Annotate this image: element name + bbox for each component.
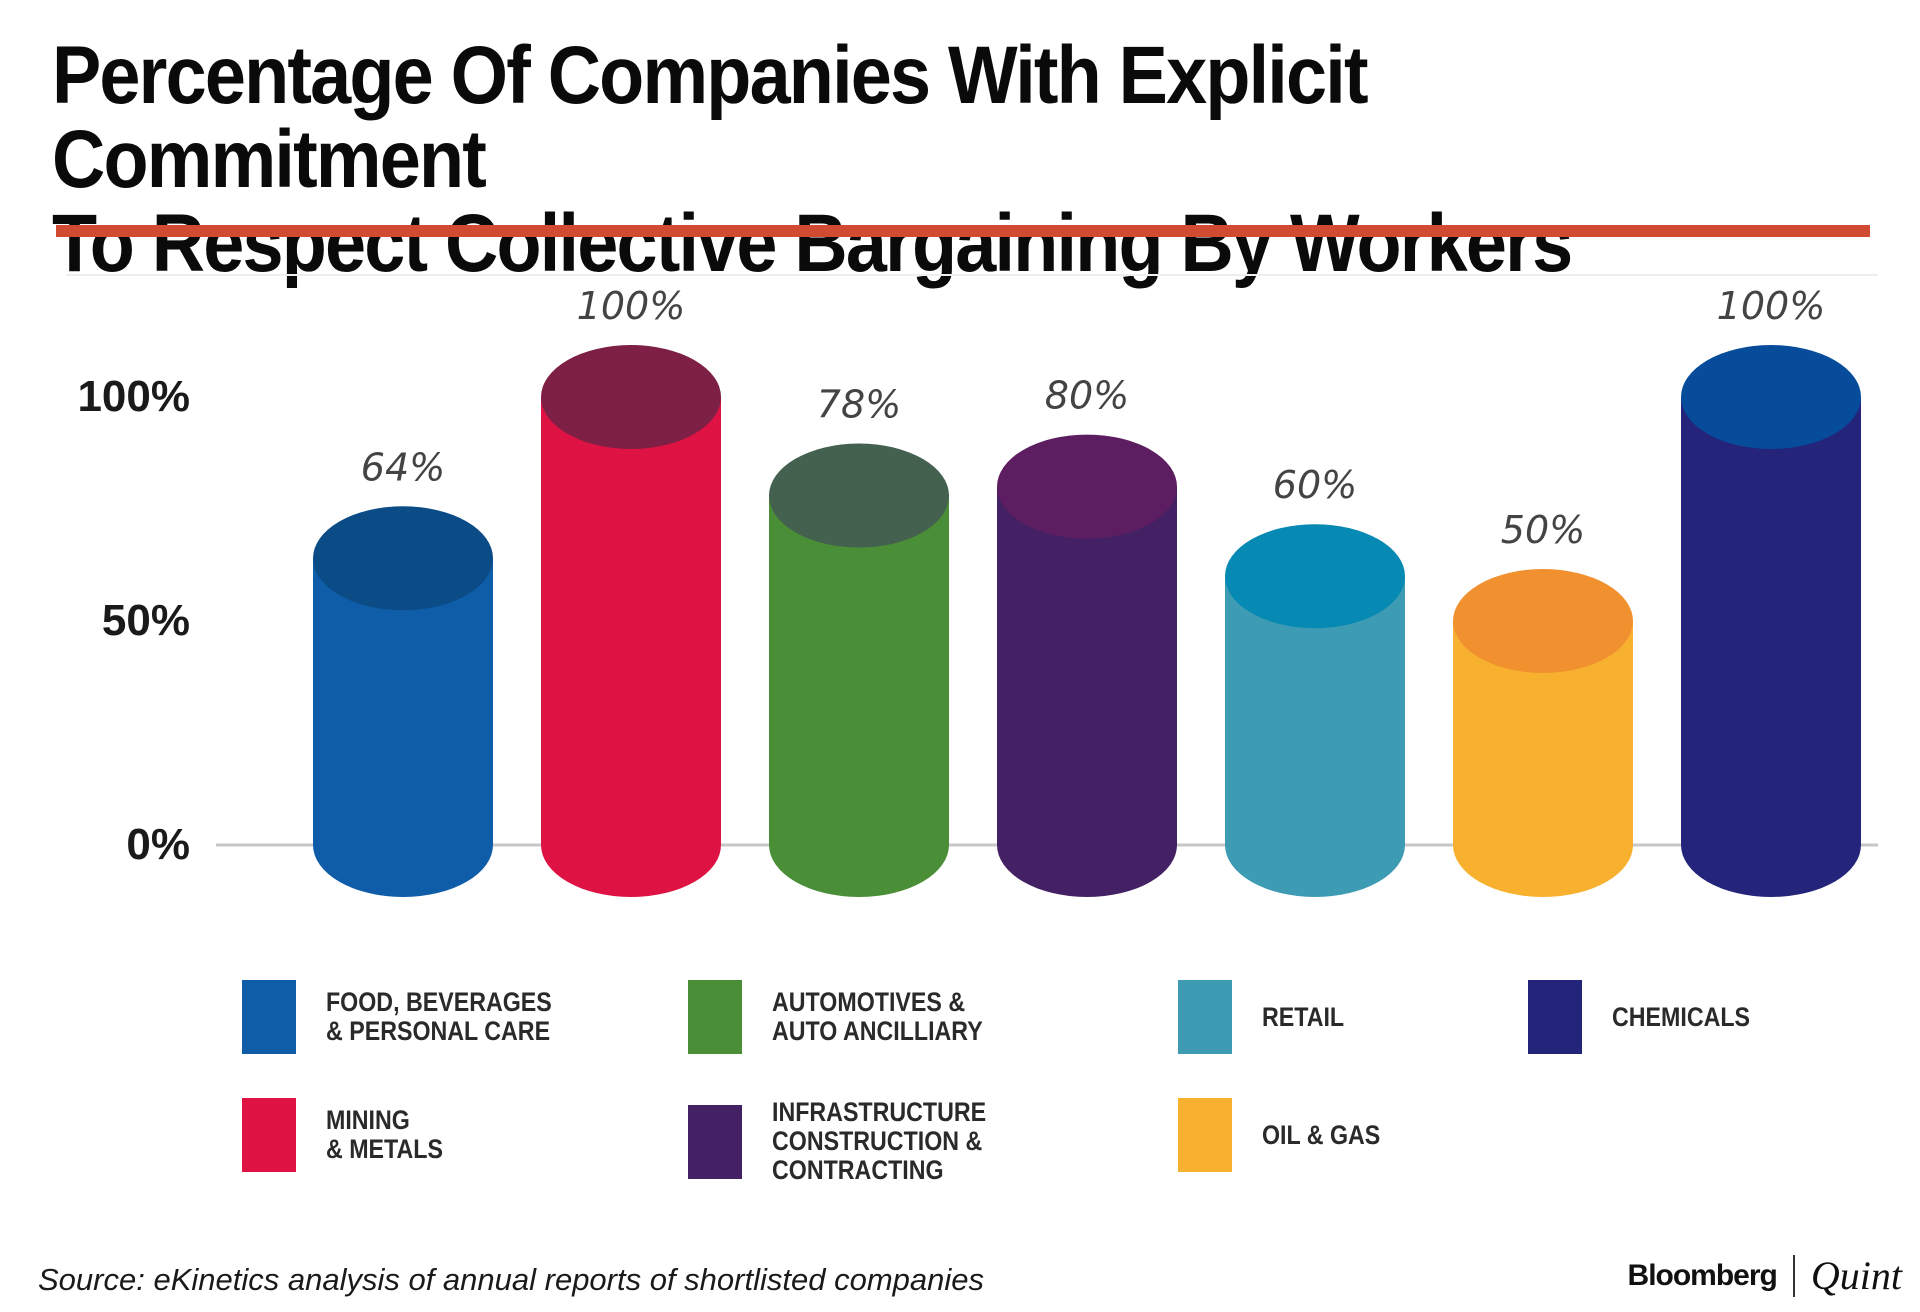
legend-item-food: FOOD, BEVERAGES & PERSONAL CARE	[242, 980, 606, 1054]
bar-cylinder-top	[1681, 345, 1861, 449]
data-label: 100%	[577, 284, 686, 328]
bar-cylinder-body	[1225, 576, 1405, 897]
legend-swatch-mining	[242, 1098, 296, 1172]
bar-cylinder-top	[1225, 524, 1405, 629]
legend-swatch-infrastructure	[688, 1104, 742, 1179]
legend-label-retail: RETAIL	[1262, 1001, 1345, 1032]
y-tick-label: 100%	[77, 372, 190, 421]
y-tick-label: 0%	[126, 820, 190, 869]
title-underline	[56, 225, 1870, 237]
data-label: 80%	[1045, 374, 1129, 418]
bar-cylinder-body	[313, 558, 493, 897]
bar-cylinder-body	[541, 397, 721, 897]
legend-label-mining: MINING & METALS	[326, 1105, 443, 1164]
data-label: 50%	[1501, 508, 1585, 552]
legend-label-automotives: AUTOMOTIVES & AUTO ANCILLIARY	[772, 987, 983, 1046]
data-label: 100%	[1717, 284, 1826, 328]
data-label: 78%	[817, 383, 901, 427]
data-label: 64%	[361, 445, 445, 489]
brand-divider	[1792, 1254, 1795, 1297]
legend-swatch-automotives	[688, 980, 742, 1054]
legend-label-chemicals: CHEMICALS	[1612, 1001, 1751, 1032]
bar-cylinder-body	[1453, 621, 1633, 897]
legend-item-retail: RETAIL	[1178, 980, 1542, 1054]
legend-label-oil-gas: OIL & GAS	[1262, 1119, 1381, 1150]
legend-swatch-retail	[1178, 980, 1232, 1054]
title-line-1: Percentage Of Companies With Explicit Co…	[52, 30, 1369, 205]
legend-label-infrastructure: INFRASTRUCTURE CONSTRUCTION & CONTRACTIN…	[772, 1097, 987, 1185]
legend-label-food: FOOD, BEVERAGES & PERSONAL CARE	[326, 987, 552, 1046]
bar-cylinder-top	[313, 506, 493, 611]
bar-cylinder-top	[1453, 569, 1633, 673]
bar-cylinder-top	[769, 443, 949, 548]
cylinder-chart: 0% 50% 100% 64% 100% 78% 80% 60% 50% 100%	[66, 274, 1878, 897]
brand-bloomberg: Bloomberg	[1627, 1258, 1778, 1292]
legend-item-mining: MINING & METALS	[242, 1098, 606, 1172]
legend-swatch-chemicals	[1528, 980, 1582, 1054]
chart-title: Percentage Of Companies With Explicit Co…	[52, 34, 1690, 286]
brand-logo: Bloomberg Quint	[1628, 1252, 1902, 1299]
source-note: Source: eKinetics analysis of annual rep…	[38, 1262, 984, 1297]
brand-quint: Quint	[1810, 1253, 1902, 1298]
legend-item-automotives: AUTOMOTIVES & AUTO ANCILLIARY	[688, 980, 1052, 1054]
bar-cylinder-body	[997, 486, 1177, 897]
y-tick-label: 50%	[102, 596, 190, 645]
bar-cylinder-body	[769, 495, 949, 897]
data-label: 60%	[1273, 463, 1357, 507]
legend: FOOD, BEVERAGES & PERSONAL CARE AUTOMOTI…	[0, 980, 1920, 1210]
title-line-2: To Respect Collective Bargaining By Work…	[52, 198, 1573, 289]
legend-item-oil-gas: OIL & GAS	[1178, 1098, 1542, 1172]
legend-item-infrastructure: INFRASTRUCTURE CONSTRUCTION & CONTRACTIN…	[688, 1098, 1052, 1185]
bar-cylinder-body	[1681, 397, 1861, 897]
legend-swatch-food	[242, 980, 296, 1054]
bar-cylinder-top	[541, 345, 721, 449]
legend-swatch-oil-gas	[1178, 1098, 1232, 1172]
bar-cylinder-top	[997, 434, 1177, 539]
legend-item-chemicals: CHEMICALS	[1528, 980, 1892, 1054]
